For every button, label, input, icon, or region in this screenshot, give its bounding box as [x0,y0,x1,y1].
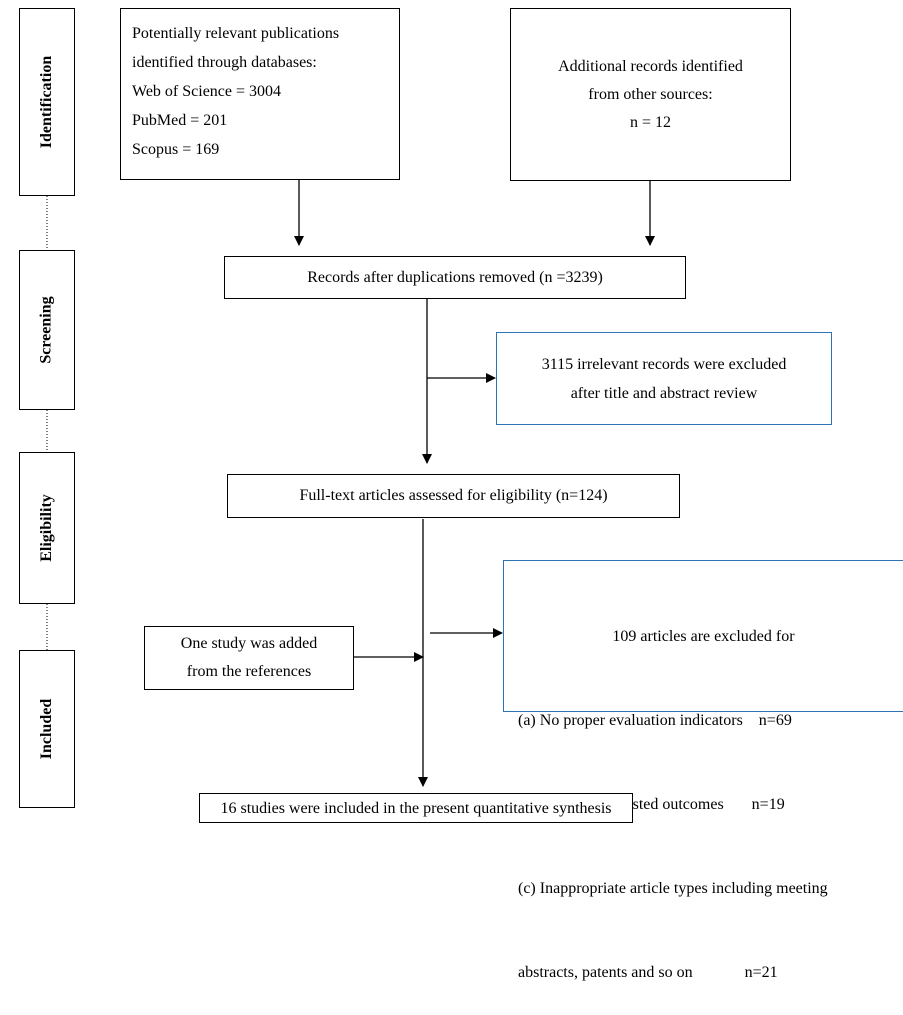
duplicates-removed-text: Records after duplications removed (n =3… [307,268,603,286]
title-abstract-exclusion-line: after title and abstract review [570,384,758,402]
other-sources-box: Additional records identified from other… [510,8,791,181]
references-added-line: from the references [186,663,312,680]
full-text-exclusion-box: 109 articles are excluded for (a) No pro… [503,560,903,981]
stage-included-label: Included [38,698,55,760]
databases-line: Web of Science = 3004 [132,83,282,100]
included-final-text: 16 studies were included in the present … [220,800,612,817]
other-sources-line: Additional records identified [558,57,743,75]
title-abstract-exclusion-line: 3115 irrelevant records were excluded [541,355,787,373]
full-text-exclusion-reason: (c) Inappropriate article types includin… [518,880,828,897]
stage-screening: Screening [19,250,75,410]
other-sources-line: from other sources: [588,85,713,103]
databases-line: identified through databases: [132,54,317,71]
databases-line: Potentially relevant publications [132,25,340,42]
databases-line: PubMed = 201 [132,112,228,129]
flow-connectors [46,180,655,787]
references-added-line: One study was added [180,635,318,652]
full-text-assessed-box: Full-text articles assessed for eligibil… [227,474,680,518]
stage-eligibility-label: Eligibility [38,494,56,562]
full-text-exclusion-reason: (a) No proper evaluation indicators n=69 [518,712,792,729]
included-final-box: 16 studies were included in the present … [199,793,633,823]
stage-identification: Identification [19,8,75,196]
stage-included: Included [19,650,75,808]
full-text-exclusion-reason: abstracts, patents and so on n=21 [518,964,778,981]
stage-screening-label: Screening [38,296,56,364]
stage-identification-label: Identification [38,55,56,149]
full-text-assessed-text: Full-text articles assessed for eligibil… [299,487,608,504]
title-abstract-exclusion-box: 3115 irrelevant records were excluded af… [496,332,832,425]
references-added-box: One study was added from the references [144,626,354,690]
stage-eligibility: Eligibility [19,452,75,604]
databases-box: Potentially relevant publications identi… [120,8,400,180]
databases-line: Scopus = 169 [132,141,220,158]
duplicates-removed-box: Records after duplications removed (n =3… [224,256,686,299]
other-sources-line: n = 12 [629,113,672,131]
full-text-exclusion-heading: 109 articles are excluded for [612,628,795,645]
